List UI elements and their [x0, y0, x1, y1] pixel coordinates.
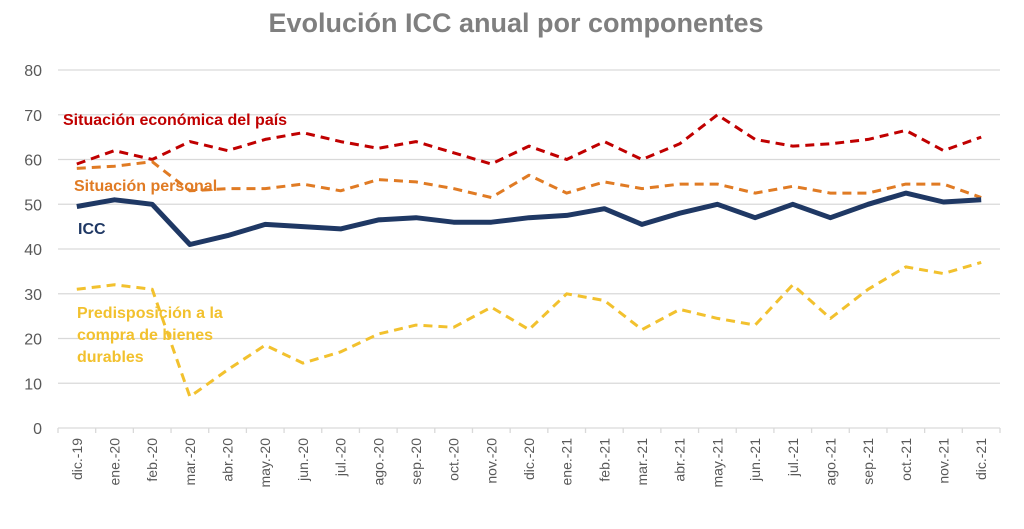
- x-tick-label: oct.-20: [446, 438, 462, 481]
- x-tick-label: sep.-21: [860, 438, 876, 485]
- y-tick-label: 80: [24, 63, 42, 80]
- series-line-situacion-economica: [76, 113, 982, 166]
- series-label-line: durables: [77, 349, 144, 366]
- x-tick-label: ago.-21: [822, 438, 838, 486]
- series-label-line: Situación económica del país: [63, 112, 287, 129]
- x-tick-label: mar.-20: [182, 438, 198, 486]
- x-tick-label: sep.-20: [408, 438, 424, 485]
- x-tick-label: may.-20: [257, 438, 273, 488]
- x-tick-label: jul.-21: [785, 438, 801, 477]
- y-tick-label: 40: [24, 242, 42, 259]
- x-tick-label: ene.-20: [107, 438, 123, 486]
- y-tick-label: 0: [33, 421, 42, 438]
- series-line-predisposicion: [76, 260, 982, 399]
- x-tick-label: nov.-21: [935, 438, 951, 484]
- y-tick-label: 30: [24, 287, 42, 304]
- chart-title: Evolución ICC anual por componentes: [268, 8, 763, 38]
- x-tick-label: ago.-20: [370, 438, 386, 486]
- x-axis-ticks: dic.-19 ene.-20 feb.-20 mar.-20 abr.-20 may.-…: [57, 428, 1001, 488]
- x-tick-label: mar.-21: [634, 438, 650, 486]
- x-tick-label: dic.-21: [973, 438, 989, 480]
- x-tick-label: may.-21: [709, 438, 725, 488]
- label-situacion-personal: Situación personal: [74, 178, 217, 195]
- y-tick-label: 60: [24, 153, 42, 170]
- y-tick-label: 70: [24, 108, 42, 125]
- series-label-line: ICC: [78, 221, 106, 238]
- x-tick-label: feb.-20: [144, 438, 160, 482]
- x-tick-label: abr.-21: [672, 438, 688, 482]
- y-tick-label: 10: [24, 376, 42, 393]
- series-label-line: Situación personal: [74, 178, 217, 195]
- y-tick-label: 50: [24, 197, 42, 214]
- series-label-line: compra de bienes: [77, 327, 213, 344]
- x-tick-label: ene.-21: [559, 438, 575, 486]
- x-tick-label: dic.-20: [521, 438, 537, 480]
- y-tick-label: 20: [24, 332, 42, 349]
- x-tick-label: abr.-20: [220, 438, 236, 482]
- series-line-icc: [76, 190, 982, 247]
- label-situacion-economica: Situación económica del país: [63, 112, 287, 129]
- gridlines: [58, 69, 1000, 429]
- x-tick-label: jun.-20: [295, 438, 311, 482]
- x-tick-label: feb.-21: [596, 438, 612, 482]
- x-tick-label: nov.-20: [483, 438, 499, 484]
- series-label-line: Predisposición a la: [77, 305, 223, 322]
- label-icc: ICC: [78, 221, 106, 238]
- series-line-situacion-personal: [76, 160, 982, 199]
- y-axis-ticks: 0 10 20 30 40 50 60 70 80: [24, 63, 42, 438]
- x-tick-label: jul.-20: [333, 438, 349, 477]
- x-tick-label: oct.-21: [898, 438, 914, 481]
- x-tick-label: dic.-19: [69, 438, 85, 480]
- series-labels: Situación económica del país Situación pe…: [63, 112, 287, 366]
- series-lines: [76, 113, 982, 399]
- x-tick-label: jun.-21: [747, 438, 763, 482]
- label-predisposicion: Predisposición a la compra de bienes durab…: [77, 305, 223, 366]
